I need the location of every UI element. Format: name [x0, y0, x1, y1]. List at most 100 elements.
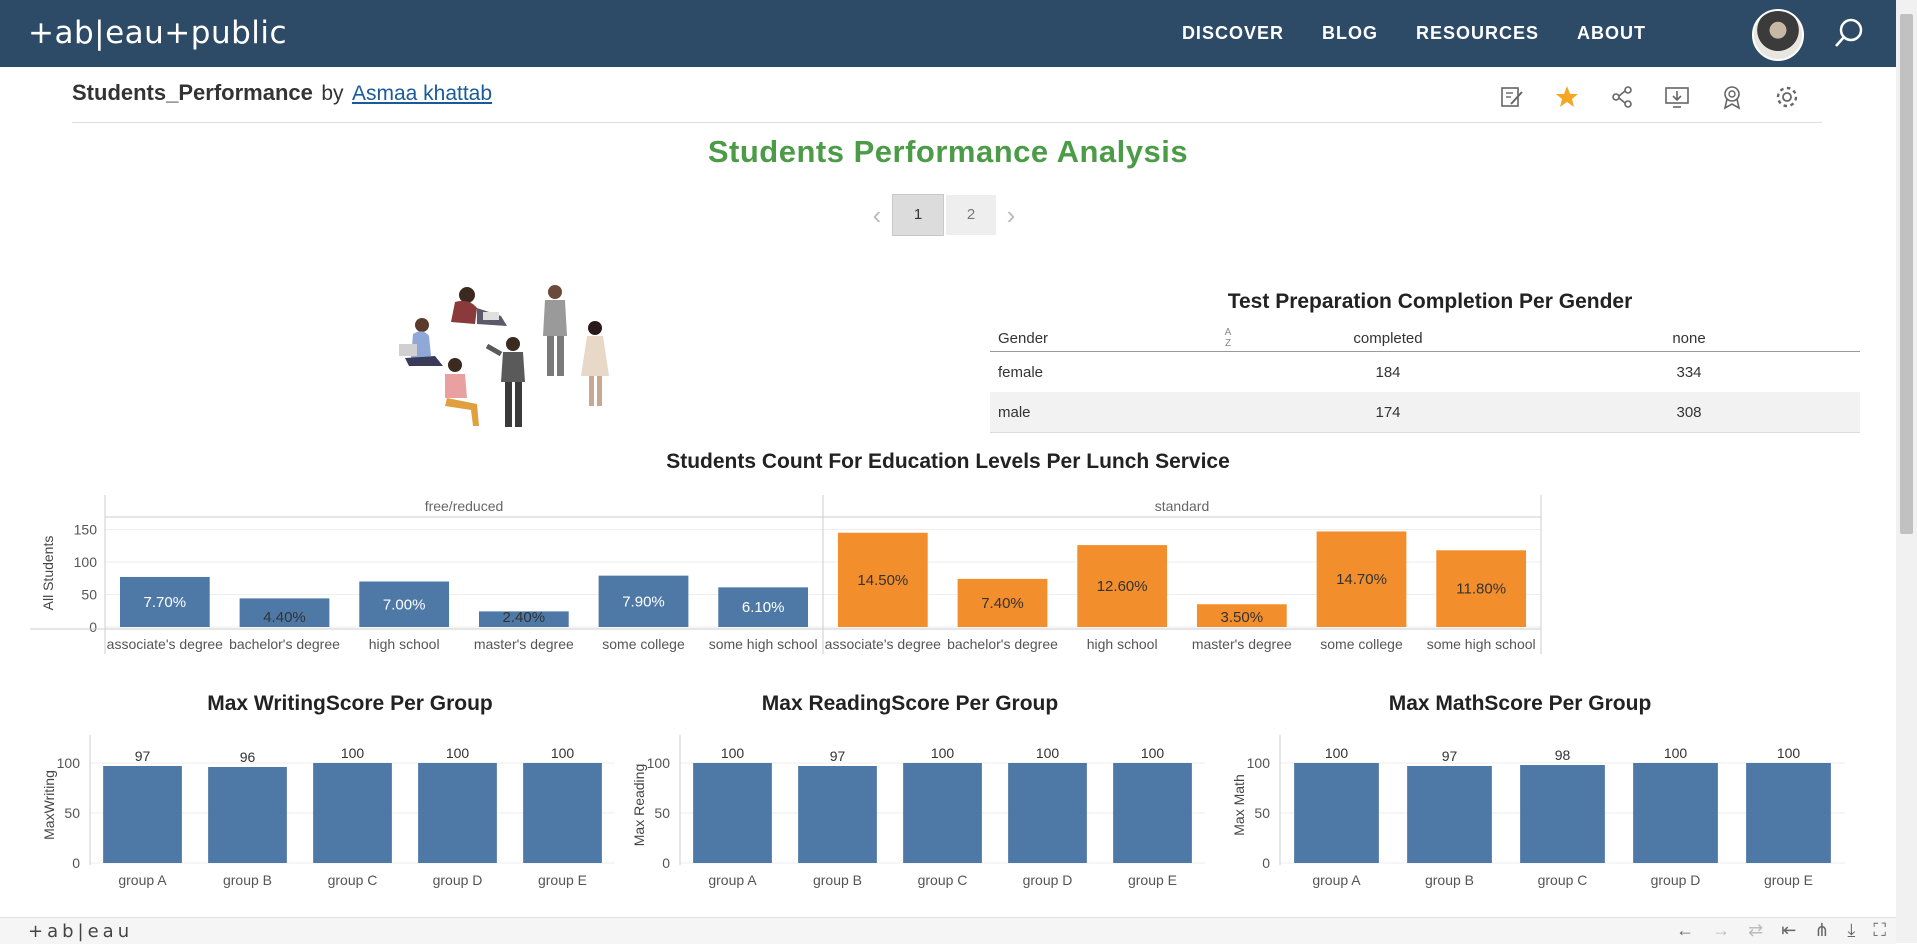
bar — [1746, 763, 1831, 863]
x-tick-label: group C — [328, 872, 378, 888]
vertical-scrollbar[interactable] — [1896, 0, 1917, 943]
y-tick-label: 150 — [74, 522, 98, 538]
y-axis-label: Max Math — [1231, 774, 1247, 835]
cell-completed: 174 — [1375, 403, 1401, 421]
nav-resources[interactable]: RESOURCES — [1415, 23, 1539, 43]
math-chart-title: Max MathScore Per Group — [1388, 692, 1652, 715]
x-tick-label: associate's degree — [107, 636, 224, 652]
next-page-chevron-icon[interactable]: › — [1006, 199, 1016, 230]
x-tick-label: high school — [369, 636, 440, 652]
revert-icon[interactable]: ⇄ — [1748, 920, 1764, 940]
nav-blog[interactable]: BLOG — [1321, 23, 1378, 43]
bar — [957, 578, 1048, 627]
favorite-star-icon[interactable] — [1552, 82, 1582, 112]
x-tick-label: group E — [1764, 872, 1813, 888]
bar — [1113, 763, 1192, 863]
bar-percent-label: 2.40% — [503, 609, 546, 626]
share-footer-icon[interactable]: ⋔ — [1814, 920, 1830, 940]
panel-header: standard — [1155, 498, 1209, 514]
bar-value-label: 97 — [1442, 748, 1458, 764]
bar — [1196, 604, 1287, 627]
reset-icon[interactable]: ⇤ — [1781, 920, 1797, 940]
user-avatar[interactable] — [1752, 9, 1804, 61]
bar-value-label: 97 — [830, 748, 846, 764]
bar-percent-label: 14.70% — [1336, 571, 1387, 588]
bar-value-label: 100 — [931, 745, 955, 761]
x-tick-label: some college — [602, 636, 685, 652]
x-tick-label: some college — [1320, 636, 1403, 652]
bar-value-label: 100 — [1036, 745, 1060, 761]
tableau-public-logo[interactable]: +ab|eau+public — [28, 15, 288, 51]
x-tick-label: group C — [918, 872, 968, 888]
bar-percent-label: 7.70% — [144, 594, 187, 611]
bar-value-label: 100 — [551, 745, 575, 761]
cell-none: 308 — [1676, 403, 1702, 421]
story-pager: ‹ 1 2 › — [862, 194, 1026, 236]
bar — [903, 763, 982, 863]
bar — [119, 576, 210, 627]
page-1-button[interactable]: 1 — [892, 194, 944, 236]
x-tick-label: group B — [223, 872, 272, 888]
x-tick-label: group D — [1023, 872, 1073, 888]
search-icon[interactable] — [1832, 16, 1866, 55]
bar-percent-label: 3.50% — [1221, 609, 1264, 626]
by-label: by — [321, 82, 344, 105]
bar-percent-label: 4.40% — [263, 609, 306, 626]
download-icon[interactable] — [1662, 82, 1692, 112]
scrollbar-thumb[interactable] — [1900, 14, 1913, 534]
bar-value-label: 100 — [341, 745, 365, 761]
tableau-footer-logo[interactable]: +ab|eau — [28, 921, 134, 942]
viz-toolbar — [1497, 82, 1802, 112]
x-tick-label: group A — [118, 872, 167, 888]
x-tick-label: master's degree — [1192, 636, 1292, 652]
x-tick-label: master's degree — [474, 636, 574, 652]
page-2-button[interactable]: 2 — [946, 195, 996, 235]
redo-icon[interactable]: → — [1712, 920, 1731, 940]
nav-about[interactable]: ABOUT — [1577, 23, 1646, 43]
x-tick-label: bachelor's degree — [229, 636, 340, 652]
writing-chart-title: Max WritingScore Per Group — [207, 692, 493, 715]
x-tick-label: some high school — [709, 636, 818, 652]
x-tick-label: group A — [708, 872, 757, 888]
author-link[interactable]: Asmaa khattab — [351, 82, 493, 105]
bar-value-label: 100 — [1325, 745, 1349, 761]
bottom-toolbar-icons: ← → ⇄ ⇤ ⋔ ⤓ ⛶ — [1676, 920, 1886, 941]
undo-icon[interactable]: ← — [1676, 920, 1695, 940]
bar-value-label: 97 — [135, 748, 151, 764]
lunch-chart-title: Students Count For Education Levels Per … — [666, 450, 1230, 473]
table-row: male 174 308 — [990, 392, 1860, 433]
panel-header: free/reduced — [425, 498, 504, 514]
bar — [359, 581, 450, 627]
fullscreen-icon[interactable]: ⛶ — [1873, 920, 1886, 940]
y-tick-label: 100 — [74, 554, 98, 570]
bar-percent-label: 14.50% — [857, 572, 908, 589]
settings-gear-icon[interactable] — [1772, 82, 1802, 112]
share-icon[interactable] — [1607, 82, 1637, 112]
header-gender[interactable]: Gender — [998, 329, 1049, 347]
bar-percent-label: 7.40% — [981, 595, 1024, 612]
bar-percent-label: 7.00% — [383, 596, 426, 613]
header-none: none — [1672, 329, 1706, 347]
bar — [1077, 545, 1168, 627]
award-icon[interactable] — [1717, 82, 1747, 112]
prev-page-chevron-icon[interactable]: ‹ — [872, 199, 882, 230]
bar — [837, 532, 928, 627]
y-tick-label: 100 — [57, 755, 81, 771]
bar — [313, 763, 392, 863]
bar — [239, 598, 330, 627]
download-footer-icon[interactable]: ⤓ — [1847, 920, 1856, 940]
bar — [478, 611, 569, 627]
bar — [103, 766, 182, 863]
nav-discover[interactable]: DISCOVER — [1181, 23, 1284, 43]
bar-value-label: 100 — [1777, 745, 1801, 761]
edit-icon[interactable] — [1497, 82, 1527, 112]
x-tick-label: group B — [813, 872, 862, 888]
bar-percent-label: 6.10% — [742, 599, 785, 616]
table-row: female 184 334 — [990, 352, 1860, 392]
bar — [1407, 766, 1492, 863]
table-title: Test Preparation Completion Per Gender — [1227, 290, 1633, 313]
bar — [693, 763, 772, 863]
